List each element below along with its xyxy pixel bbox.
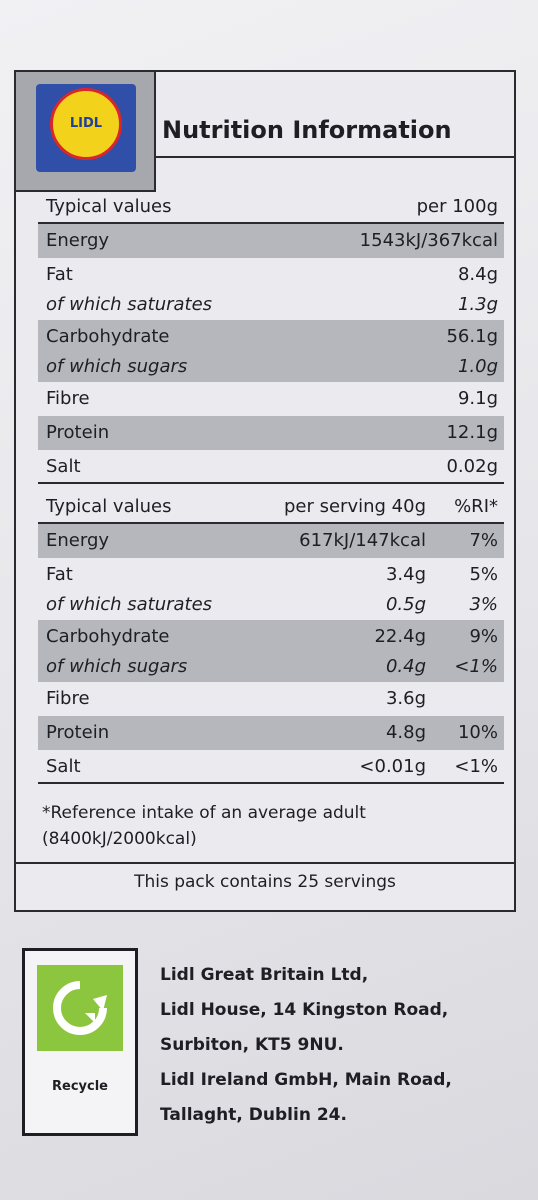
header-ri: %RI* — [454, 496, 498, 517]
value-per-serving: 0.5g — [385, 594, 426, 615]
header-per-100g: per 100g — [416, 196, 498, 217]
value-per-100g: 1.3g — [457, 294, 498, 315]
value-per-100g: 9.1g — [457, 388, 498, 409]
table-row: of which saturates 0.5g 3% — [38, 592, 504, 620]
table-row: Energy 1543kJ/367kcal — [38, 224, 504, 258]
table-per-100g: Typical values per 100g Energy 1543kJ/367… — [38, 190, 504, 484]
recycle-badge: Recycle — [22, 948, 138, 1136]
table-row: Fat 3.4g 5% — [38, 558, 504, 592]
recycle-arrow-icon — [37, 965, 123, 1051]
value-ri: 10% — [457, 722, 498, 743]
servings-note: This pack contains 25 servings — [134, 872, 396, 892]
company-address: Lidl Great Britain Ltd, Lidl House, 14 Ki… — [160, 958, 452, 1133]
nutrient-label: of which saturates — [46, 594, 213, 615]
table-row: Fat 8.4g — [38, 258, 504, 292]
nutrient-label: Fat — [46, 264, 73, 285]
nutrient-label: Salt — [46, 456, 81, 477]
table-row: Fibre 3.6g — [38, 682, 504, 716]
table-row: Fibre 9.1g — [38, 382, 504, 416]
table-row: of which sugars 1.0g — [38, 354, 504, 382]
nutrient-label: Protein — [46, 422, 110, 443]
nutrient-label: of which sugars — [46, 656, 188, 677]
footnote-line: (8400kJ/2000kcal) — [42, 829, 197, 849]
table-header-row: Typical values per 100g — [38, 190, 504, 224]
value-per-100g: 56.1g — [446, 326, 498, 347]
footnote-line: *Reference intake of an average adult — [42, 803, 366, 823]
table-row: Salt <0.01g <1% — [38, 750, 504, 784]
nutrient-label: Fibre — [46, 388, 90, 409]
nutrient-label: Fat — [46, 564, 73, 585]
value-ri: 3% — [469, 594, 498, 615]
nutrient-label: Carbohydrate — [46, 626, 170, 647]
value-ri: 7% — [469, 530, 498, 551]
nutrient-label: Energy — [46, 230, 110, 251]
nutrient-label: Fibre — [46, 688, 90, 709]
table-per-serving: Typical values per serving 40g %RI* Ener… — [38, 490, 504, 784]
brand-logo-box: LIDL — [16, 72, 156, 192]
nutrient-label: Energy — [46, 530, 110, 551]
value-per-100g: 1.0g — [457, 356, 498, 377]
table-row: Energy 617kJ/147kcal 7% — [38, 524, 504, 558]
address-line: Lidl Ireland GmbH, Main Road, — [160, 1070, 452, 1090]
reference-intake-note: *Reference intake of an average adult (8… — [42, 800, 502, 852]
nutrient-label: of which saturates — [46, 294, 213, 315]
address-line: Lidl House, 14 Kingston Road, — [160, 1000, 449, 1020]
value-per-serving: <0.01g — [359, 756, 426, 777]
value-per-100g: 1543kJ/367kcal — [359, 230, 498, 251]
header-label: Typical values — [46, 496, 172, 517]
table-header-row: Typical values per serving 40g %RI* — [38, 490, 504, 524]
recycle-label: Recycle — [52, 1079, 108, 1094]
value-ri: 9% — [469, 626, 498, 647]
value-per-serving: 4.8g — [385, 722, 426, 743]
value-ri: <1% — [454, 656, 498, 677]
table-row: Protein 12.1g — [38, 416, 504, 450]
nutrient-label: Salt — [46, 756, 81, 777]
divider — [156, 156, 514, 158]
header-label: Typical values — [46, 196, 172, 217]
value-per-serving: 22.4g — [374, 626, 426, 647]
table-row: Carbohydrate 22.4g 9% — [38, 620, 504, 654]
lidl-logo-text: LIDL — [69, 116, 103, 131]
address-line: Tallaght, Dublin 24. — [160, 1105, 347, 1125]
table-row: Salt 0.02g — [38, 450, 504, 484]
nutrient-label: Protein — [46, 722, 110, 743]
address-line: Lidl Great Britain Ltd, — [160, 965, 369, 985]
panel-title: Nutrition Information — [162, 116, 452, 144]
table-row: Protein 4.8g 10% — [38, 716, 504, 750]
value-per-100g: 12.1g — [446, 422, 498, 443]
table-row: of which saturates 1.3g — [38, 292, 504, 320]
value-per-serving: 3.4g — [385, 564, 426, 585]
value-per-serving: 617kJ/147kcal — [299, 530, 426, 551]
value-per-100g: 8.4g — [457, 264, 498, 285]
value-ri: <1% — [454, 756, 498, 777]
table-row: of which sugars 0.4g <1% — [38, 654, 504, 682]
nutrition-panel: LIDL Nutrition Information Typical value… — [14, 70, 516, 912]
value-per-serving: 0.4g — [385, 656, 426, 677]
divider — [16, 862, 514, 864]
value-per-100g: 0.02g — [446, 456, 498, 477]
value-per-serving: 3.6g — [385, 688, 426, 709]
table-row: Carbohydrate 56.1g — [38, 320, 504, 354]
nutrient-label: of which sugars — [46, 356, 188, 377]
address-line: Surbiton, KT5 9NU. — [160, 1035, 344, 1055]
nutrient-label: Carbohydrate — [46, 326, 170, 347]
value-ri: 5% — [469, 564, 498, 585]
header-per-serving: per serving 40g — [283, 496, 426, 517]
